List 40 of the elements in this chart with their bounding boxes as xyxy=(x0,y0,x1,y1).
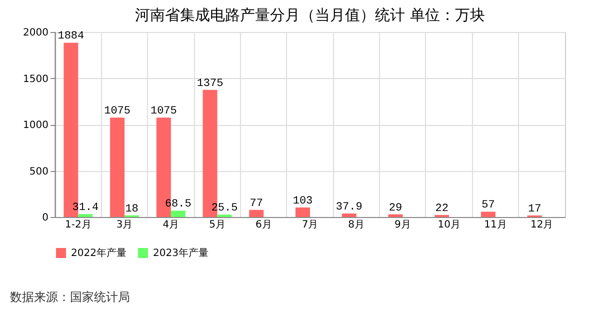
x-tick-label: 4月 xyxy=(162,220,180,230)
x-tick-label: 10月 xyxy=(438,220,460,230)
data-label: 29 xyxy=(388,202,402,214)
legend-label: 2022年产量 xyxy=(71,247,126,259)
x-tick-label: 9月 xyxy=(394,220,411,230)
chart-title: 河南省集成电路产量分月（当月值）统计 单位：万块 xyxy=(135,6,485,24)
data-label: 37.9 xyxy=(336,201,362,214)
data-label: 1075 xyxy=(104,106,131,118)
data-label: 18 xyxy=(125,203,138,216)
data-label: 17 xyxy=(528,203,542,216)
source-note: 数据来源：国家统计局 xyxy=(10,290,130,304)
y-tick-label: 0 xyxy=(42,212,48,224)
x-tick-label: 5月 xyxy=(209,220,226,230)
x-tick-label: 12月 xyxy=(530,220,554,230)
bar xyxy=(296,207,310,217)
x-tick-label: 11月 xyxy=(484,220,507,230)
x-tick-label: 8月 xyxy=(348,220,365,230)
data-label: 1075 xyxy=(150,106,177,118)
data-label: 57 xyxy=(482,200,495,212)
data-label: 1884 xyxy=(58,30,85,43)
x-tick-label: 6月 xyxy=(255,220,272,230)
y-tick-label: 2000 xyxy=(23,28,48,38)
data-label: 22 xyxy=(435,202,448,215)
y-tick-label: 1000 xyxy=(23,120,48,131)
bar xyxy=(249,210,264,217)
data-label: 77 xyxy=(250,198,263,210)
x-tick-label: 1-2月 xyxy=(65,220,92,230)
bar xyxy=(110,118,125,217)
bar xyxy=(78,214,93,217)
data-label: 1375 xyxy=(196,78,224,90)
y-tick-label: 1500 xyxy=(23,74,48,85)
bar xyxy=(480,212,496,217)
y-tick-label: 500 xyxy=(29,166,48,178)
legend-label: 2023年产量 xyxy=(153,247,208,259)
x-tick-label: 3月 xyxy=(116,220,133,230)
data-label: 103 xyxy=(292,195,313,208)
bar xyxy=(342,213,356,217)
bar xyxy=(170,210,186,217)
bar xyxy=(388,214,403,217)
x-tick-label: 7月 xyxy=(302,220,318,230)
